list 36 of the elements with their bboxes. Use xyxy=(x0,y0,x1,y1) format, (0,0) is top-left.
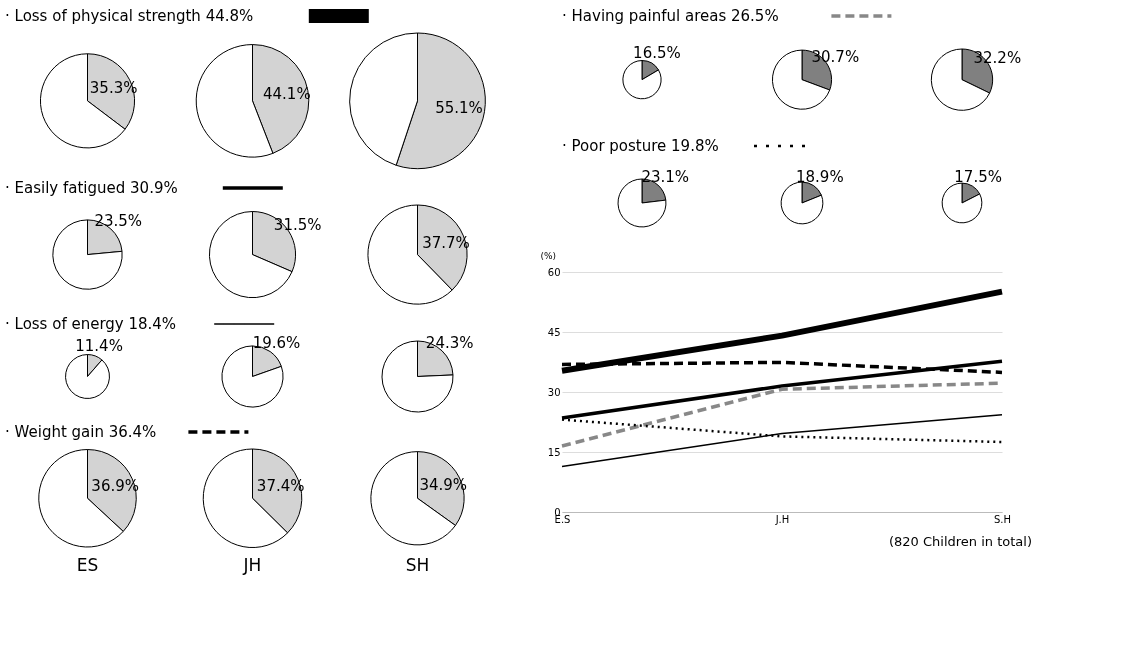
chart-title: · Having painful areas 26.5% xyxy=(562,7,779,25)
x-tick-label: J.H xyxy=(774,513,790,525)
data-label: 34.9% xyxy=(419,476,468,495)
data-label: 24.3% xyxy=(425,333,474,352)
y-tick-label: 30 xyxy=(547,386,561,398)
data-label: 55.1% xyxy=(435,98,483,117)
y-tick-label: 15 xyxy=(547,446,561,458)
pie-slice xyxy=(780,181,824,225)
text: (820 Children in total) xyxy=(888,534,1032,549)
data-label: 23.5% xyxy=(94,211,143,230)
pie-slice xyxy=(65,354,110,399)
data-label: 37.4% xyxy=(256,477,305,496)
data-label: 11.4% xyxy=(75,336,123,355)
data-label: 23.1% xyxy=(641,167,690,186)
text: JH xyxy=(242,555,262,575)
data-label: 19.6% xyxy=(252,333,301,352)
data-label: 37.7% xyxy=(422,234,470,252)
data-label: 35.3% xyxy=(89,78,138,97)
data-label: 36.9% xyxy=(91,477,140,496)
chart-title: · Poor posture 19.8% xyxy=(562,137,719,155)
chart-title: · Loss of physical strength 44.8% xyxy=(5,7,254,25)
data-label: 44.1% xyxy=(262,85,311,104)
data-label: 17.5% xyxy=(954,167,1002,186)
pie-slice xyxy=(941,182,983,224)
pie-slice xyxy=(622,60,662,100)
chart-title: · Loss of energy 18.4% xyxy=(5,315,177,333)
chart-title: · Easily fatigued 30.9% xyxy=(5,179,178,197)
data-label: 18.9% xyxy=(796,167,844,186)
x-tick-label: S.H xyxy=(993,513,1012,525)
text: ES xyxy=(76,555,99,575)
text: SH xyxy=(405,555,430,575)
y-tick-label: 60 xyxy=(547,266,561,278)
chart-title: · Weight gain 36.4% xyxy=(5,423,157,441)
y-axis-title: (%) xyxy=(540,250,557,261)
data-label: 16.5% xyxy=(633,44,681,63)
y-tick-label: 45 xyxy=(547,326,561,338)
